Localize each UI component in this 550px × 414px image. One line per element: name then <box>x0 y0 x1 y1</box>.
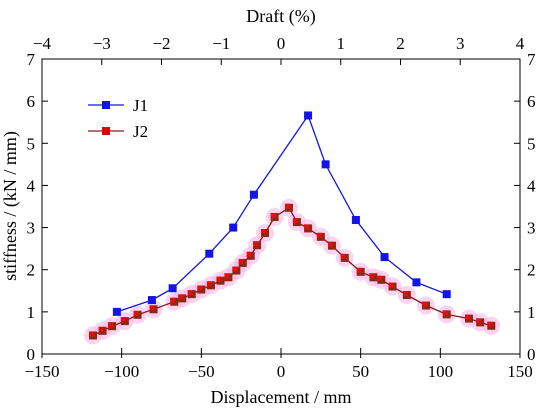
x-tick-label: 150 <box>507 362 533 381</box>
data-point-highlight <box>369 273 375 279</box>
data-point-highlight <box>292 218 298 224</box>
top-tick-label: 3 <box>456 34 465 53</box>
data-point-j1 <box>168 284 177 293</box>
x-tick-label: −150 <box>24 362 59 381</box>
top-tick-label: 4 <box>516 34 525 53</box>
data-point-highlight <box>206 281 212 287</box>
y-tick-label: 0 <box>27 345 36 364</box>
j2-band <box>83 198 501 345</box>
data-point-highlight <box>178 294 184 300</box>
data-point-highlight <box>442 310 448 316</box>
y-tick-label-right: 6 <box>527 92 536 111</box>
data-point-highlight <box>284 203 290 209</box>
top-tick-label: −1 <box>212 34 230 53</box>
data-point-j1 <box>412 278 421 287</box>
x-tick-label: 0 <box>277 362 286 381</box>
y-tick-label: 4 <box>27 176 36 195</box>
data-point-j1 <box>321 160 330 169</box>
legend-j2-marker <box>102 127 110 135</box>
data-point-j1 <box>351 215 360 224</box>
top-tick-label: 2 <box>396 34 405 53</box>
data-point-highlight <box>98 326 104 332</box>
data-point-j1 <box>229 223 238 232</box>
data-point-highlight <box>261 229 267 235</box>
data-point-highlight <box>149 305 155 311</box>
y-tick-label-right: 3 <box>527 219 536 238</box>
top-tick-label: 1 <box>337 34 346 53</box>
y-tick-label-right: 4 <box>527 176 536 195</box>
data-point-highlight <box>253 241 259 247</box>
y-tick-label-right: 2 <box>527 261 536 280</box>
data-point-highlight <box>216 276 222 282</box>
data-point-highlight <box>476 318 482 324</box>
top-tick-label: −2 <box>152 34 170 53</box>
y-tick-label: 2 <box>27 261 36 280</box>
y-tick-label: 5 <box>27 134 36 153</box>
data-point-highlight <box>487 321 493 327</box>
data-point-j1 <box>112 307 121 316</box>
data-point-highlight <box>465 314 471 320</box>
data-point-highlight <box>402 291 408 296</box>
x-tick-label: −50 <box>188 362 215 381</box>
y-tick-label: 7 <box>27 50 36 69</box>
data-point-highlight <box>108 322 114 328</box>
data-point-highlight <box>187 290 193 296</box>
x-axis-title: Displacement / mm <box>211 387 352 407</box>
y-tick-label: 3 <box>27 219 36 238</box>
data-point-j1 <box>304 111 313 120</box>
legend-j1-label: J1 <box>133 96 148 115</box>
x-tick-label: 50 <box>352 362 369 381</box>
data-point-j1 <box>205 249 214 258</box>
data-point-highlight <box>197 285 203 291</box>
data-point-highlight <box>246 251 252 257</box>
data-point-j1 <box>147 296 156 305</box>
y-tick-label-right: 1 <box>527 303 536 322</box>
y-tick-label-right: 0 <box>527 345 536 364</box>
data-point-highlight <box>232 266 238 272</box>
y-tick-label: 6 <box>27 92 36 111</box>
data-point-highlight <box>238 258 244 264</box>
data-point-highlight <box>133 310 139 316</box>
data-point-highlight <box>316 232 322 238</box>
data-point-highlight <box>421 301 427 307</box>
legend: J1 J2 <box>88 96 148 141</box>
data-point-highlight <box>356 267 362 273</box>
y-axis-title: stiffness / (kN / mm) <box>0 131 21 281</box>
data-point-j1 <box>249 190 258 199</box>
data-point-highlight <box>88 331 94 337</box>
x-tick-label: −100 <box>104 362 139 381</box>
y-tick-label: 1 <box>27 303 36 322</box>
x-tick-label: 100 <box>428 362 454 381</box>
data-point-highlight <box>327 241 333 247</box>
data-point-highlight <box>270 213 276 219</box>
data-point-j1 <box>380 253 389 262</box>
data-point-highlight <box>170 297 176 303</box>
data-point-highlight <box>377 275 383 281</box>
top-tick-label: −3 <box>93 34 111 53</box>
y-tick-label-right: 5 <box>527 134 536 153</box>
data-point-highlight <box>340 253 346 259</box>
data-point-highlight <box>224 273 230 279</box>
legend-j1-marker <box>102 101 110 109</box>
data-point-highlight <box>388 282 394 288</box>
legend-j2-label: J2 <box>133 122 148 141</box>
data-point-j1 <box>442 290 451 299</box>
top-axis-title: Draft (%) <box>246 6 315 27</box>
data-point-highlight <box>304 224 310 230</box>
top-tick-label: −4 <box>33 34 52 53</box>
top-tick-label: 0 <box>277 34 286 53</box>
y-tick-label-right: 7 <box>527 50 536 69</box>
data-point-highlight <box>120 317 126 323</box>
series <box>88 111 496 340</box>
